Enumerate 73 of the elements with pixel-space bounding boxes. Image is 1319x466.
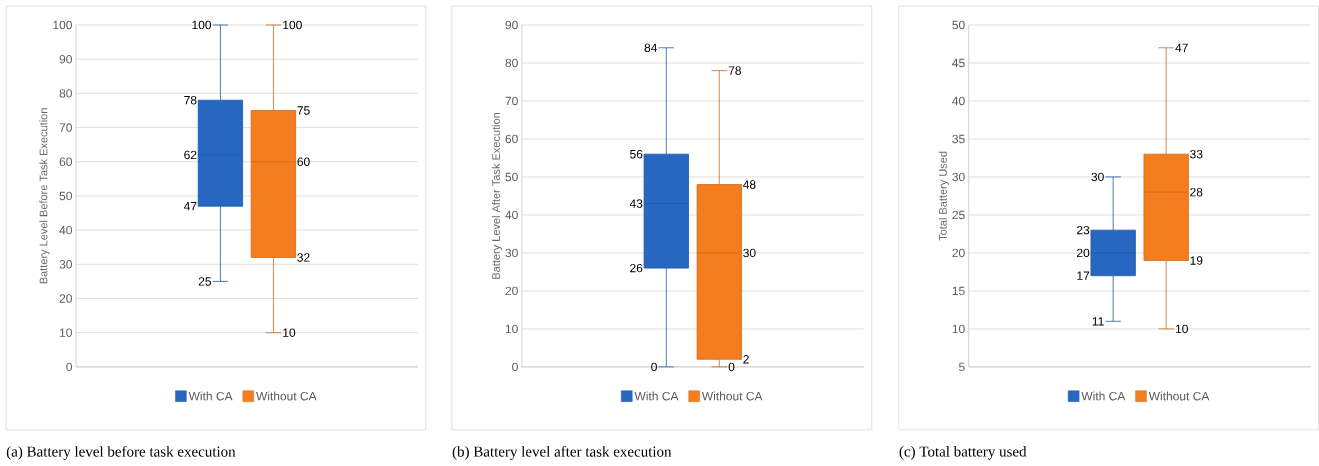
y-tick-label: 20 xyxy=(59,294,72,303)
annotation: 11 xyxy=(1092,317,1104,326)
annotation: 26 xyxy=(630,263,643,273)
y-axis-title: Battery Level After Task Execution xyxy=(491,113,503,279)
y-axis-title: Total Battery Used xyxy=(938,151,949,241)
annotation: 2 xyxy=(743,355,749,364)
annotation: 43 xyxy=(629,199,643,208)
y-tick-label: 0 xyxy=(66,362,72,372)
legend-label: Without CA xyxy=(1148,391,1210,401)
y-tick-label: 90 xyxy=(505,20,518,30)
y-tick-label: 0 xyxy=(512,362,518,372)
legend-label: With CA xyxy=(188,391,233,401)
annotation: 48 xyxy=(743,180,756,189)
annotation: 47 xyxy=(1175,43,1188,52)
y-tick-label: 20 xyxy=(952,248,965,258)
text: (a) Battery level before task execution xyxy=(6,446,236,460)
legend-label: Without CA xyxy=(256,391,317,401)
legend-label: With CA xyxy=(634,391,679,401)
y-tick-label: 50 xyxy=(505,172,518,182)
annotation: 30 xyxy=(743,248,756,258)
y-tick-label: 30 xyxy=(505,248,518,258)
y-tick-label: 70 xyxy=(59,123,72,132)
y-tick-label: 30 xyxy=(952,172,965,182)
y-tick-label: 100 xyxy=(53,20,72,30)
annotation: 19 xyxy=(1190,256,1203,265)
annotation: 20 xyxy=(1077,248,1090,258)
annotation: 33 xyxy=(1190,149,1203,159)
y-tick-label: 90 xyxy=(59,55,72,64)
annotation: 0 xyxy=(651,362,657,372)
annotation: 32 xyxy=(297,253,310,262)
y-tick-label: 70 xyxy=(505,96,518,106)
annotation: 84 xyxy=(644,43,658,53)
annotation: 47 xyxy=(183,202,197,211)
y-tick-label: 10 xyxy=(952,324,965,334)
annotation: 100 xyxy=(283,20,302,30)
y-tick-label: 10 xyxy=(60,328,72,337)
y-tick-label: 20 xyxy=(505,286,518,296)
y-tick-label: 50 xyxy=(59,191,72,201)
y-tick-label: 40 xyxy=(505,210,518,220)
y-tick-label: 50 xyxy=(952,20,965,30)
annotation: 75 xyxy=(297,106,310,115)
annotation: 0 xyxy=(728,362,735,372)
text: (b) Battery level after task execution xyxy=(452,446,672,460)
annotation: 60 xyxy=(297,157,310,167)
annotation: 17 xyxy=(1077,271,1090,280)
text: (c) Total battery used xyxy=(899,446,1027,460)
annotation: 78 xyxy=(728,66,741,75)
annotation: 78 xyxy=(184,96,197,105)
y-tick-label: 5 xyxy=(959,362,965,372)
y-tick-label: 60 xyxy=(59,157,72,167)
y-tick-label: 10 xyxy=(505,324,518,334)
annotation: 100 xyxy=(192,20,212,30)
annotation: 25 xyxy=(198,277,212,286)
y-tick-label: 25 xyxy=(952,210,965,220)
annotation: 30 xyxy=(1091,172,1104,182)
legend-label: With CA xyxy=(1081,391,1126,401)
y-tick-label: 40 xyxy=(59,225,72,235)
annotation: 10 xyxy=(283,328,296,337)
annotation: 23 xyxy=(1077,225,1090,235)
y-axis-title: Battery Level Before Task Execution xyxy=(39,108,50,284)
y-tick-label: 40 xyxy=(952,96,965,106)
y-tick-label: 80 xyxy=(59,89,72,98)
y-tick-label: 45 xyxy=(952,58,965,68)
y-tick-label: 80 xyxy=(505,58,518,68)
annotation: 10 xyxy=(1175,324,1188,334)
y-tick-label: 35 xyxy=(952,134,965,144)
legend-label: Without CA xyxy=(701,391,763,401)
annotation: 28 xyxy=(1190,187,1203,197)
annotation: 56 xyxy=(630,149,643,159)
y-tick-label: 60 xyxy=(505,134,518,144)
y-tick-label: 15 xyxy=(952,286,965,296)
y-tick-label: 30 xyxy=(59,260,72,269)
annotation: 62 xyxy=(184,150,197,160)
